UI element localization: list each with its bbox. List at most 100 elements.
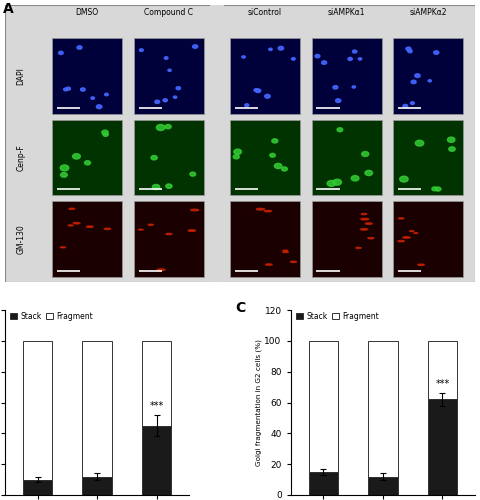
Bar — [428, 341, 457, 400]
Ellipse shape — [69, 208, 74, 210]
Ellipse shape — [275, 164, 282, 168]
Bar — [393, 120, 464, 196]
Text: GM-130: GM-130 — [16, 224, 25, 254]
Ellipse shape — [151, 156, 157, 160]
Ellipse shape — [188, 230, 195, 232]
Ellipse shape — [434, 51, 439, 54]
Ellipse shape — [348, 58, 352, 60]
Bar — [229, 201, 300, 277]
Ellipse shape — [60, 165, 69, 171]
Ellipse shape — [435, 187, 441, 191]
Ellipse shape — [66, 87, 71, 90]
Ellipse shape — [139, 49, 143, 51]
Ellipse shape — [428, 80, 432, 82]
Ellipse shape — [408, 50, 412, 52]
Ellipse shape — [432, 187, 437, 190]
Ellipse shape — [269, 48, 272, 50]
Ellipse shape — [449, 147, 455, 152]
Text: DMSO: DMSO — [75, 8, 98, 18]
Bar — [142, 426, 171, 495]
Ellipse shape — [84, 160, 91, 165]
Ellipse shape — [155, 100, 160, 103]
Ellipse shape — [368, 238, 374, 239]
Ellipse shape — [333, 179, 341, 185]
Ellipse shape — [336, 99, 341, 102]
Text: C: C — [235, 301, 246, 315]
Y-axis label: Golgi fragmentation in G2 cells (%): Golgi fragmentation in G2 cells (%) — [255, 339, 262, 466]
Ellipse shape — [409, 230, 414, 232]
Bar — [428, 400, 457, 495]
Bar — [142, 341, 171, 425]
Ellipse shape — [315, 54, 320, 58]
Bar — [82, 341, 112, 476]
Ellipse shape — [242, 56, 245, 58]
Ellipse shape — [64, 88, 68, 91]
Ellipse shape — [351, 176, 359, 181]
Ellipse shape — [86, 226, 93, 228]
Ellipse shape — [59, 52, 63, 54]
Ellipse shape — [359, 58, 362, 60]
Ellipse shape — [411, 80, 416, 84]
Ellipse shape — [281, 167, 288, 171]
Bar — [229, 120, 300, 196]
Ellipse shape — [103, 133, 108, 136]
Bar — [52, 120, 122, 196]
Text: Cenp-F: Cenp-F — [16, 144, 25, 171]
Ellipse shape — [403, 104, 408, 108]
Ellipse shape — [447, 137, 455, 142]
Ellipse shape — [192, 45, 198, 48]
Ellipse shape — [176, 86, 180, 90]
Ellipse shape — [73, 222, 80, 224]
Ellipse shape — [173, 96, 177, 98]
Ellipse shape — [233, 154, 239, 159]
Ellipse shape — [415, 140, 424, 146]
Ellipse shape — [361, 218, 369, 220]
Ellipse shape — [265, 264, 272, 265]
Ellipse shape — [191, 209, 199, 211]
Bar — [312, 38, 382, 114]
Bar — [134, 38, 204, 114]
Ellipse shape — [406, 47, 411, 50]
Ellipse shape — [337, 128, 343, 132]
Ellipse shape — [72, 154, 80, 159]
Ellipse shape — [152, 184, 160, 190]
Bar — [82, 476, 112, 495]
Ellipse shape — [164, 57, 168, 59]
Ellipse shape — [415, 74, 420, 78]
Ellipse shape — [264, 210, 272, 212]
Bar — [309, 472, 338, 495]
Ellipse shape — [91, 97, 95, 100]
Ellipse shape — [245, 104, 249, 106]
Bar — [309, 341, 338, 472]
Ellipse shape — [361, 152, 369, 156]
Ellipse shape — [60, 172, 67, 177]
Ellipse shape — [327, 180, 336, 186]
Text: ***: *** — [149, 401, 164, 411]
Ellipse shape — [138, 229, 143, 230]
Ellipse shape — [291, 58, 295, 60]
Bar — [23, 341, 52, 479]
Ellipse shape — [352, 50, 357, 53]
Ellipse shape — [163, 98, 168, 102]
Bar — [393, 201, 464, 277]
Ellipse shape — [234, 149, 241, 154]
Ellipse shape — [352, 86, 356, 88]
Ellipse shape — [365, 223, 372, 224]
Ellipse shape — [398, 218, 404, 219]
Ellipse shape — [333, 86, 338, 89]
Ellipse shape — [104, 228, 110, 230]
Bar — [312, 201, 382, 277]
Ellipse shape — [398, 240, 404, 242]
Ellipse shape — [148, 224, 153, 225]
Ellipse shape — [68, 225, 73, 226]
Ellipse shape — [165, 124, 171, 128]
Ellipse shape — [166, 184, 172, 188]
Ellipse shape — [102, 130, 108, 134]
Ellipse shape — [96, 105, 102, 108]
Bar — [210, 5, 224, 282]
Ellipse shape — [157, 269, 165, 270]
Ellipse shape — [77, 46, 82, 49]
Ellipse shape — [190, 172, 196, 176]
Ellipse shape — [360, 228, 368, 230]
Ellipse shape — [270, 154, 276, 157]
